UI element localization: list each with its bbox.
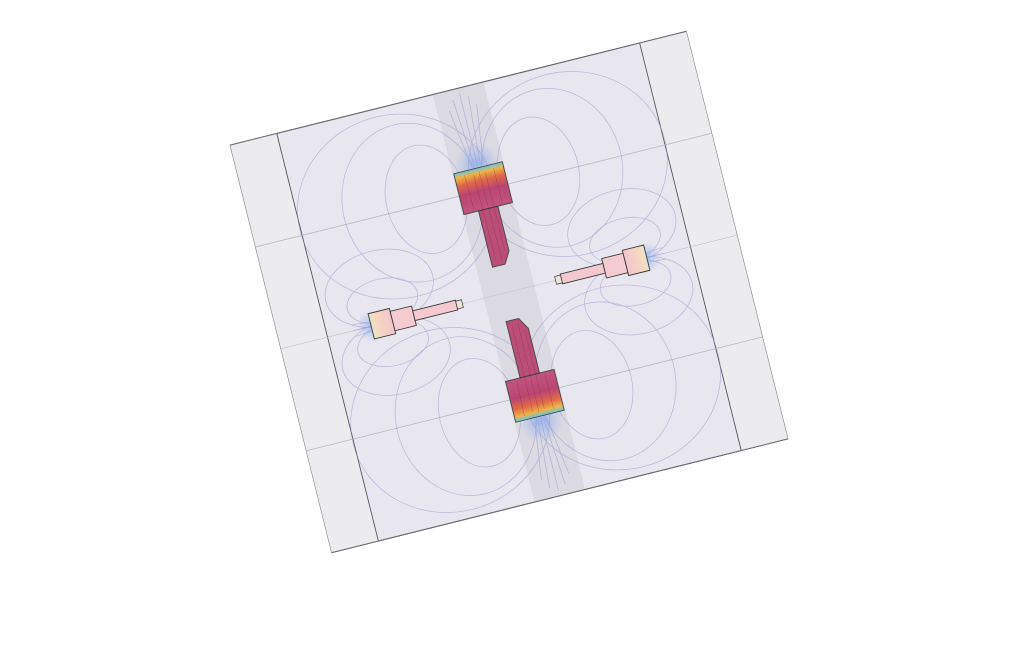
- magnet-left[interactable]: [367, 291, 465, 340]
- magnet-bottom[interactable]: [492, 313, 565, 423]
- boundary-line: [331, 438, 788, 554]
- domain: [229, 30, 789, 554]
- magnet-right[interactable]: [552, 244, 651, 293]
- boundary-line: [230, 30, 687, 146]
- magnet-top[interactable]: [453, 161, 527, 271]
